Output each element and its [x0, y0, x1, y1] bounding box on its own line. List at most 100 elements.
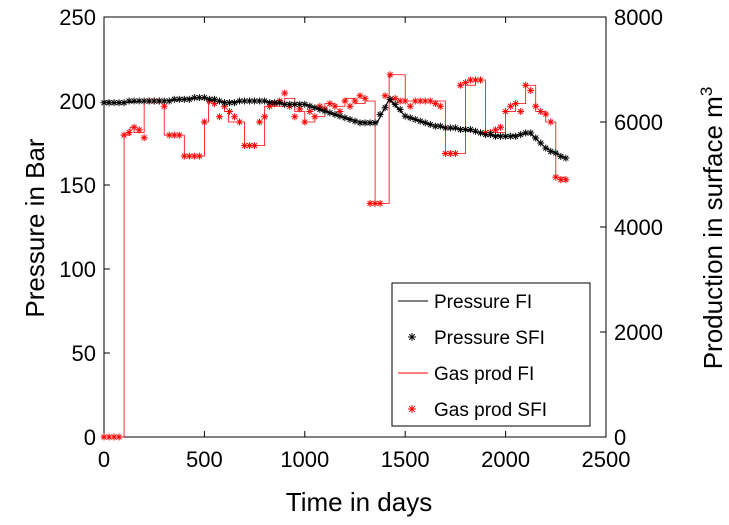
pressure-sfi-point — [562, 154, 570, 162]
gas-prod-sfi-point — [401, 97, 409, 105]
pressure-sfi-point — [477, 129, 484, 137]
x-axis-label: Time in days — [286, 487, 432, 517]
x-tick-label: 1000 — [280, 447, 329, 472]
pressure-sfi-point — [401, 112, 409, 120]
pressure-sfi-point — [471, 127, 479, 135]
pressure-sfi-point — [336, 112, 344, 120]
pressure-sfi-point — [200, 94, 208, 102]
legend-item-pressure-fi: Pressure FI — [398, 292, 532, 313]
pressure-sfi-point — [547, 147, 555, 155]
gas-prod-sfi-point — [517, 108, 525, 115]
gas-prod-sfi-point — [547, 118, 555, 126]
gas-prod-sfi-point — [512, 100, 520, 108]
pressure-sfi-point — [376, 110, 384, 118]
pressure-sfi-point — [461, 126, 469, 134]
gas-prod-sfi-point — [291, 113, 299, 121]
left-axis-ticks: 0 50 100 150 200 250 — [59, 5, 110, 450]
pressure-sfi-point — [361, 119, 369, 127]
gas-prod-sfi-point — [542, 110, 550, 118]
pressure-sfi-point — [110, 99, 118, 107]
pressure-sfi-point — [120, 99, 128, 107]
x-tick-label: 1500 — [381, 447, 430, 472]
legend-item-gas-prod-fi: Gas prod FI — [398, 364, 534, 385]
gas-prod-sfi-point — [331, 102, 339, 110]
pressure-sfi-point — [532, 134, 540, 142]
right-tick-label: 8000 — [614, 5, 663, 30]
gas-prod-sfi-point — [135, 126, 143, 134]
right-tick-label: 4000 — [614, 215, 663, 240]
right-axis-label-main: Production in surface m — [698, 96, 728, 369]
legend-label: Pressure FI — [434, 292, 532, 313]
gas-prod-sfi-point — [406, 102, 414, 110]
right-tick-label: 0 — [614, 425, 626, 450]
pressure-sfi-point — [316, 105, 324, 113]
gas-prod-sfi-point — [301, 118, 309, 126]
left-tick-label: 200 — [59, 89, 96, 114]
gas-prod-sfi-point — [175, 131, 183, 139]
pressure-sfi-point — [517, 131, 525, 139]
pressure-sfi-point — [366, 119, 374, 127]
gas-prod-sfi-point — [361, 94, 369, 102]
pressure-sfi-point — [220, 99, 228, 107]
gas-prod-sfi-point — [522, 81, 530, 89]
left-tick-label: 100 — [59, 257, 96, 282]
x-tick-label: 500 — [186, 447, 223, 472]
gas-prod-sfi-point — [200, 118, 208, 126]
gas-prod-sfi-point — [215, 113, 223, 121]
gas-prod-sfi-point — [246, 142, 254, 150]
gas-prod-sfi-point — [251, 142, 259, 150]
gas-prod-sfi-point — [241, 142, 249, 150]
legend-label: Pressure SFI — [434, 328, 545, 349]
legend: Pressure FI Pressure SFI Gas prod FI Gas pr… — [391, 282, 591, 427]
gas-prod-sfi-point — [281, 89, 289, 97]
right-axis-label: Production in surface m3 — [697, 87, 728, 370]
pressure-sfi-point — [537, 139, 545, 147]
gas-prod-sfi-point — [231, 113, 239, 121]
right-axis-ticks: 0 2000 4000 6000 8000 — [600, 5, 663, 450]
gas-prod-sfi-point — [140, 134, 148, 142]
left-axis-label: Pressure in Bar — [20, 138, 50, 318]
gas-prod-sfi-point — [466, 76, 474, 84]
pressure-sfi-point — [341, 114, 349, 122]
left-tick-label: 0 — [84, 425, 96, 450]
gas-prod-sfi-point — [351, 97, 359, 105]
gas-prod-sfi-point — [311, 113, 319, 121]
gas-prod-sfi-point — [115, 433, 123, 441]
gas-prod-sfi-point — [391, 94, 399, 102]
pressure-sfi-point — [451, 124, 459, 132]
pressure-sfi-point — [306, 102, 314, 110]
left-tick-label: 150 — [59, 173, 96, 198]
pressure-sfi-point — [446, 124, 454, 132]
pressure-sfi-point — [552, 149, 560, 157]
gas-prod-fi-line — [104, 74, 567, 438]
pressure-sfi-point — [436, 122, 444, 130]
pressure-sfi-point — [311, 104, 319, 112]
series-layer — [100, 71, 570, 441]
pressure-sfi-point — [331, 110, 339, 118]
legend-box — [391, 282, 591, 427]
pressure-sfi-point — [426, 121, 434, 129]
right-tick-label: 2000 — [614, 320, 663, 345]
pressure-sfi-point — [396, 105, 404, 113]
gas-prod-sfi-point — [180, 152, 188, 160]
gas-prod-sfi-point — [431, 100, 439, 108]
gas-prod-sfi-point — [537, 108, 545, 115]
gas-prod-sfi-point — [371, 199, 379, 207]
right-axis-label-superscript: 3 — [697, 87, 716, 96]
gas-prod-sfi-point — [210, 100, 218, 108]
gas-prod-sfi-point — [195, 152, 203, 160]
pressure-sfi-point — [190, 94, 198, 102]
pressure-sfi-point — [512, 132, 520, 140]
gas-prod-sfi-point — [226, 108, 233, 115]
gas-prod-sfi-point — [502, 108, 510, 115]
legend-marker — [408, 333, 416, 341]
gas-prod-sfi-point — [461, 79, 469, 87]
right-tick-label: 6000 — [614, 110, 663, 135]
pressure-sfi-point — [411, 115, 419, 123]
pressure-sfi-point — [175, 95, 183, 103]
pressure-sfi-point — [326, 109, 334, 117]
series-gas-prod-fi — [104, 74, 567, 438]
left-tick-label: 50 — [72, 341, 96, 366]
gas-prod-sfi-point — [110, 433, 118, 441]
gas-prod-sfi-point — [532, 102, 540, 110]
